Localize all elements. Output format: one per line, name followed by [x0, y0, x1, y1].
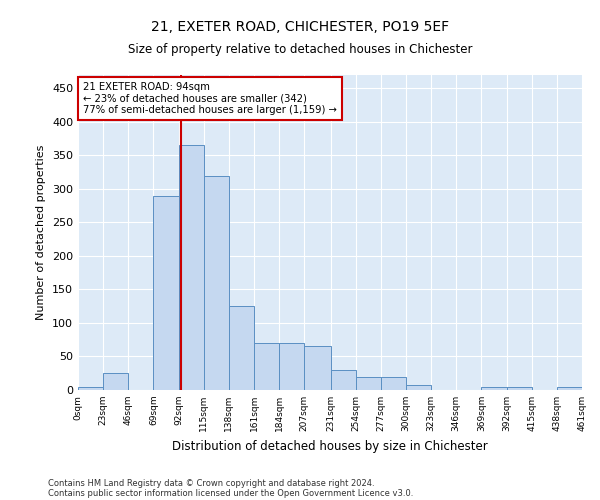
Bar	[78, 386, 103, 390]
Bar	[103, 373, 128, 390]
Bar	[254, 343, 279, 390]
Bar	[506, 386, 532, 390]
Bar	[381, 376, 406, 390]
Bar	[179, 146, 204, 390]
Bar	[279, 343, 304, 390]
Y-axis label: Number of detached properties: Number of detached properties	[37, 145, 46, 320]
Bar	[154, 196, 179, 390]
Text: 21 EXETER ROAD: 94sqm
← 23% of detached houses are smaller (342)
77% of semi-det: 21 EXETER ROAD: 94sqm ← 23% of detached …	[83, 82, 337, 115]
Text: Contains public sector information licensed under the Open Government Licence v3: Contains public sector information licen…	[48, 488, 413, 498]
Bar	[406, 384, 431, 390]
Bar	[229, 306, 254, 390]
X-axis label: Distribution of detached houses by size in Chichester: Distribution of detached houses by size …	[172, 440, 488, 452]
Bar	[557, 386, 582, 390]
Text: Size of property relative to detached houses in Chichester: Size of property relative to detached ho…	[128, 42, 472, 56]
Text: Contains HM Land Registry data © Crown copyright and database right 2024.: Contains HM Land Registry data © Crown c…	[48, 478, 374, 488]
Bar	[331, 370, 356, 390]
Bar	[356, 376, 381, 390]
Bar	[481, 386, 506, 390]
Bar	[304, 346, 331, 390]
Bar	[204, 176, 229, 390]
Text: 21, EXETER ROAD, CHICHESTER, PO19 5EF: 21, EXETER ROAD, CHICHESTER, PO19 5EF	[151, 20, 449, 34]
